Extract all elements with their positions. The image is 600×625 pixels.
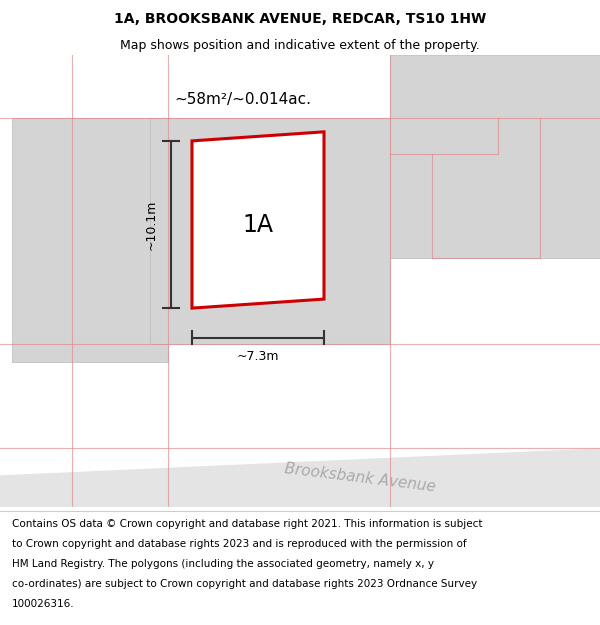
Text: 1A: 1A	[242, 213, 274, 236]
Text: to Crown copyright and database rights 2023 and is reproduced with the permissio: to Crown copyright and database rights 2…	[12, 539, 467, 549]
Text: ~10.1m: ~10.1m	[145, 199, 158, 249]
Polygon shape	[192, 132, 324, 308]
Text: Brooksbank Avenue: Brooksbank Avenue	[284, 461, 436, 494]
Text: Map shows position and indicative extent of the property.: Map shows position and indicative extent…	[120, 39, 480, 51]
Polygon shape	[12, 118, 168, 362]
Text: 1A, BROOKSBANK AVENUE, REDCAR, TS10 1HW: 1A, BROOKSBANK AVENUE, REDCAR, TS10 1HW	[114, 12, 486, 26]
Text: 100026316.: 100026316.	[12, 599, 74, 609]
Text: ~58m²/~0.014ac.: ~58m²/~0.014ac.	[174, 92, 311, 107]
Text: Contains OS data © Crown copyright and database right 2021. This information is : Contains OS data © Crown copyright and d…	[12, 519, 482, 529]
Polygon shape	[150, 118, 390, 344]
Polygon shape	[390, 55, 600, 258]
Text: ~7.3m: ~7.3m	[237, 350, 279, 363]
Text: HM Land Registry. The polygons (including the associated geometry, namely x, y: HM Land Registry. The polygons (includin…	[12, 559, 434, 569]
Text: co-ordinates) are subject to Crown copyright and database rights 2023 Ordnance S: co-ordinates) are subject to Crown copyr…	[12, 579, 477, 589]
Polygon shape	[0, 448, 600, 507]
